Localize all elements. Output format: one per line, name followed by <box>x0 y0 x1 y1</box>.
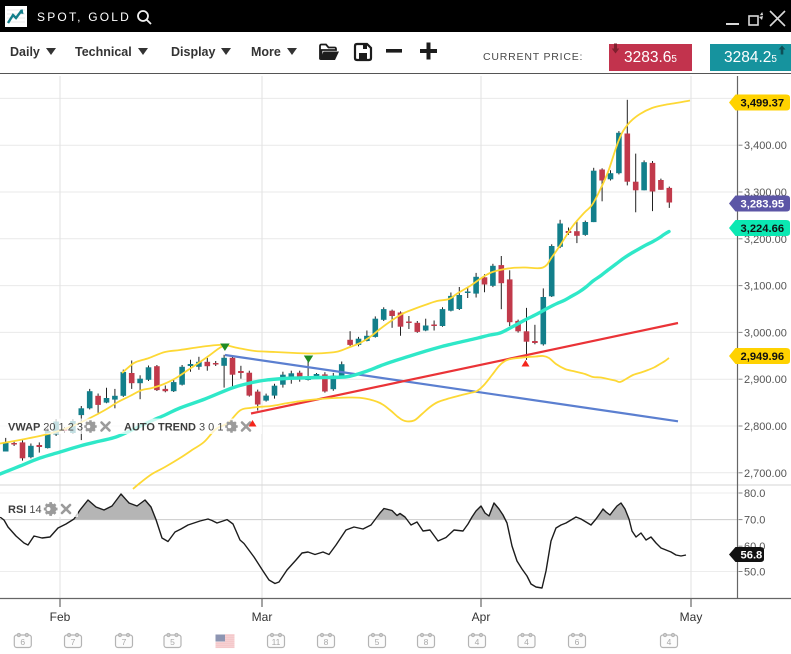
svg-text:VWAP 20 1 2 3: VWAP 20 1 2 3 <box>8 422 83 434</box>
svg-text:56.8: 56.8 <box>741 550 763 562</box>
svg-text:3,200.00: 3,200.00 <box>744 234 787 246</box>
svg-text:2,900.00: 2,900.00 <box>744 374 787 386</box>
svg-text:3,100.00: 3,100.00 <box>744 281 787 293</box>
svg-text:4: 4 <box>524 637 529 647</box>
svg-text:3,283.95: 3,283.95 <box>741 199 785 211</box>
svg-text:5: 5 <box>375 637 380 647</box>
svg-text:80.0: 80.0 <box>744 488 765 500</box>
svg-text:6: 6 <box>575 637 580 647</box>
svg-text:RSI 14: RSI 14 <box>8 504 42 516</box>
svg-text:2,700.00: 2,700.00 <box>744 468 787 480</box>
svg-text:AUTO TREND 3 0 1: AUTO TREND 3 0 1 <box>124 422 223 434</box>
svg-text:2,800.00: 2,800.00 <box>744 421 787 433</box>
svg-text:8: 8 <box>424 637 429 647</box>
svg-text:70.0: 70.0 <box>744 515 765 527</box>
svg-text:Apr: Apr <box>472 610 491 624</box>
svg-text:50.0: 50.0 <box>744 567 765 579</box>
svg-text:2,949.96: 2,949.96 <box>741 351 785 363</box>
svg-text:7: 7 <box>122 637 127 647</box>
svg-text:11: 11 <box>272 637 281 647</box>
svg-text:3,000.00: 3,000.00 <box>744 327 787 339</box>
svg-text:6: 6 <box>20 637 25 647</box>
svg-text:4: 4 <box>475 637 480 647</box>
svg-text:May: May <box>680 610 703 624</box>
svg-text:Mar: Mar <box>252 610 273 624</box>
svg-text:3,400.00: 3,400.00 <box>744 140 787 152</box>
svg-text:3,499.37: 3,499.37 <box>741 98 785 110</box>
svg-text:3,224.66: 3,224.66 <box>741 223 785 235</box>
svg-text:Feb: Feb <box>50 610 71 624</box>
svg-text:5: 5 <box>170 637 175 647</box>
svg-text:8: 8 <box>324 637 329 647</box>
svg-text:7: 7 <box>71 637 76 647</box>
svg-text:4: 4 <box>667 637 672 647</box>
